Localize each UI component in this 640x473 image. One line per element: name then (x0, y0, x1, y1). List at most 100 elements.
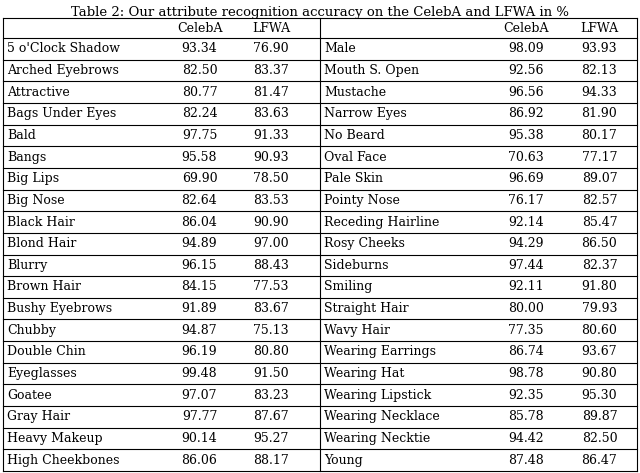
Text: 91.50: 91.50 (253, 367, 289, 380)
Text: 80.17: 80.17 (582, 129, 618, 142)
Text: LFWA: LFWA (252, 21, 290, 35)
Text: 86.50: 86.50 (582, 237, 618, 250)
Text: 92.35: 92.35 (508, 389, 544, 402)
Text: Wearing Necklace: Wearing Necklace (324, 411, 440, 423)
Text: Young: Young (324, 454, 363, 467)
Text: 94.87: 94.87 (182, 324, 218, 337)
Text: Arched Eyebrows: Arched Eyebrows (7, 64, 119, 77)
Text: 95.30: 95.30 (582, 389, 618, 402)
Text: 86.74: 86.74 (508, 345, 544, 359)
Text: Male: Male (324, 42, 356, 55)
Text: 77.17: 77.17 (582, 150, 617, 164)
Text: 86.47: 86.47 (582, 454, 618, 467)
Text: 86.04: 86.04 (182, 216, 218, 228)
Text: Bald: Bald (7, 129, 36, 142)
Text: Wearing Hat: Wearing Hat (324, 367, 404, 380)
Text: Straight Hair: Straight Hair (324, 302, 408, 315)
Text: 99.48: 99.48 (182, 367, 218, 380)
Text: 80.00: 80.00 (508, 302, 544, 315)
Text: Blond Hair: Blond Hair (7, 237, 76, 250)
Text: 5 o'Clock Shadow: 5 o'Clock Shadow (7, 42, 120, 55)
Text: Oval Face: Oval Face (324, 150, 387, 164)
Text: 70.63: 70.63 (508, 150, 544, 164)
Text: Rosy Cheeks: Rosy Cheeks (324, 237, 405, 250)
Text: 97.07: 97.07 (182, 389, 217, 402)
Text: 91.80: 91.80 (582, 280, 618, 293)
Text: 83.37: 83.37 (253, 64, 289, 77)
Text: Big Lips: Big Lips (7, 172, 59, 185)
Text: No Beard: No Beard (324, 129, 385, 142)
Text: 80.80: 80.80 (253, 345, 289, 359)
Text: 90.90: 90.90 (253, 216, 289, 228)
Text: 82.37: 82.37 (582, 259, 618, 272)
Text: 80.77: 80.77 (182, 86, 218, 99)
Text: 85.78: 85.78 (508, 411, 544, 423)
Text: Bags Under Eyes: Bags Under Eyes (7, 107, 116, 120)
Text: 92.14: 92.14 (508, 216, 544, 228)
Text: 88.43: 88.43 (253, 259, 289, 272)
Text: 96.69: 96.69 (508, 172, 544, 185)
Text: 91.89: 91.89 (182, 302, 218, 315)
Text: 78.50: 78.50 (253, 172, 289, 185)
Text: 90.80: 90.80 (582, 367, 618, 380)
Text: 82.24: 82.24 (182, 107, 218, 120)
Text: 81.47: 81.47 (253, 86, 289, 99)
Text: Narrow Eyes: Narrow Eyes (324, 107, 407, 120)
Text: Pale Skin: Pale Skin (324, 172, 383, 185)
Text: 97.44: 97.44 (508, 259, 544, 272)
Text: High Cheekbones: High Cheekbones (7, 454, 120, 467)
Text: 93.34: 93.34 (182, 42, 218, 55)
Text: 82.13: 82.13 (582, 64, 618, 77)
Text: 90.93: 90.93 (253, 150, 289, 164)
Text: Bangs: Bangs (7, 150, 46, 164)
Text: 77.53: 77.53 (253, 280, 289, 293)
Text: Heavy Makeup: Heavy Makeup (7, 432, 102, 445)
Text: Black Hair: Black Hair (7, 216, 75, 228)
Text: 84.15: 84.15 (182, 280, 218, 293)
Text: CelebA: CelebA (503, 21, 548, 35)
Text: Wearing Necktie: Wearing Necktie (324, 432, 430, 445)
Text: 88.17: 88.17 (253, 454, 289, 467)
Text: 76.90: 76.90 (253, 42, 289, 55)
Text: Mustache: Mustache (324, 86, 386, 99)
Text: 83.67: 83.67 (253, 302, 289, 315)
Text: 79.93: 79.93 (582, 302, 617, 315)
Text: 85.47: 85.47 (582, 216, 618, 228)
Text: 94.29: 94.29 (508, 237, 544, 250)
Text: 97.77: 97.77 (182, 411, 217, 423)
Text: 96.56: 96.56 (508, 86, 544, 99)
Text: 92.11: 92.11 (508, 280, 544, 293)
Text: Wearing Lipstick: Wearing Lipstick (324, 389, 431, 402)
Text: 96.19: 96.19 (182, 345, 218, 359)
Text: 98.78: 98.78 (508, 367, 544, 380)
Text: Attractive: Attractive (7, 86, 70, 99)
Text: Bushy Eyebrows: Bushy Eyebrows (7, 302, 112, 315)
Text: 95.27: 95.27 (253, 432, 289, 445)
Text: 76.17: 76.17 (508, 194, 544, 207)
Text: Blurry: Blurry (7, 259, 47, 272)
Text: 81.90: 81.90 (582, 107, 618, 120)
Text: 89.07: 89.07 (582, 172, 618, 185)
Text: 92.56: 92.56 (508, 64, 544, 77)
Text: Table 2: Our attribute recognition accuracy on the CelebA and LFWA in %: Table 2: Our attribute recognition accur… (71, 6, 569, 19)
Text: Smiling: Smiling (324, 280, 372, 293)
Text: 94.33: 94.33 (582, 86, 618, 99)
Text: 91.33: 91.33 (253, 129, 289, 142)
Text: 82.50: 82.50 (582, 432, 618, 445)
Text: 96.15: 96.15 (182, 259, 218, 272)
Text: 87.67: 87.67 (253, 411, 289, 423)
Text: 87.48: 87.48 (508, 454, 544, 467)
Text: Eyeglasses: Eyeglasses (7, 367, 77, 380)
Text: 97.00: 97.00 (253, 237, 289, 250)
Text: 77.35: 77.35 (508, 324, 544, 337)
Text: 95.38: 95.38 (508, 129, 544, 142)
Text: Big Nose: Big Nose (7, 194, 65, 207)
Text: 89.87: 89.87 (582, 411, 618, 423)
Text: Double Chin: Double Chin (7, 345, 86, 359)
Text: 82.50: 82.50 (182, 64, 218, 77)
Text: CelebA: CelebA (177, 21, 222, 35)
Text: 83.53: 83.53 (253, 194, 289, 207)
Text: 94.42: 94.42 (508, 432, 544, 445)
Text: LFWA: LFWA (580, 21, 619, 35)
Text: 83.63: 83.63 (253, 107, 289, 120)
